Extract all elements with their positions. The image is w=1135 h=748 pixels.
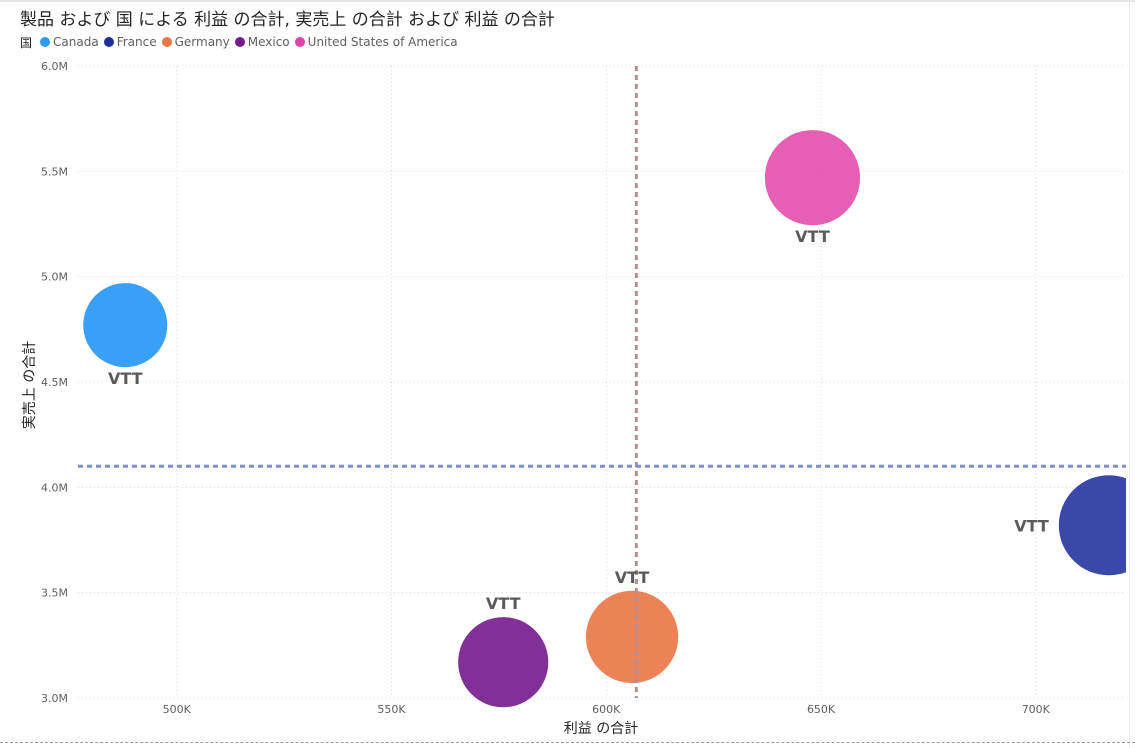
legend-dot xyxy=(161,37,172,47)
legend-dot xyxy=(40,37,51,47)
bubble-germany xyxy=(585,590,679,684)
frame-bottom-border xyxy=(0,742,1135,743)
x-tick-label: 600K xyxy=(592,703,621,716)
legend-item-france[interactable]: France xyxy=(103,35,157,49)
legend-item-usa[interactable]: United States of America xyxy=(294,35,458,49)
bubble-mexico xyxy=(458,617,549,708)
grid-layer xyxy=(78,65,1126,699)
legend: 国 Canada France Germany Mexico United St… xyxy=(20,34,463,50)
legend-label: United States of America xyxy=(307,35,458,49)
bubble-france xyxy=(1058,475,1126,576)
bubble-layer xyxy=(83,130,1126,708)
tick-label-layer: 3.0M 3.5M 4.0M 4.5M 5.0M 5.5M 6.0M 500K 550K 600K… xyxy=(41,60,1051,716)
data-label: VTT xyxy=(1014,516,1049,535)
legend-item-canada[interactable]: Canada xyxy=(40,35,99,49)
frame-right-border xyxy=(1129,0,1130,748)
legend-label: Canada xyxy=(53,35,99,49)
chart-title: 製品 および 国 による 利益 の合計, 実売上 の合計 および 利益 の合計 xyxy=(20,10,555,30)
data-label-layer: VTT VTT VTT VTT VTT xyxy=(108,227,1049,613)
legend-label: Mexico xyxy=(247,35,290,49)
y-tick-label: 6.0M xyxy=(41,60,68,73)
data-label: VTT xyxy=(108,369,143,388)
legend-label: Germany xyxy=(174,35,230,49)
y-tick-label: 4.0M xyxy=(41,481,68,494)
legend-label: France xyxy=(116,35,157,49)
x-tick-label: 700K xyxy=(1022,703,1051,716)
data-label: VTT xyxy=(615,568,650,587)
x-tick-label: 650K xyxy=(807,703,836,716)
reference-line-layer xyxy=(78,66,1126,698)
frame-top-border xyxy=(0,0,1135,2)
x-axis-title: 利益 の合計 xyxy=(563,721,639,737)
legend-title: 国 xyxy=(20,35,33,50)
y-tick-label: 5.0M xyxy=(41,271,68,284)
y-tick-label: 5.5M xyxy=(41,165,68,178)
bubble-united-states-of-america xyxy=(764,130,861,226)
data-label: VTT xyxy=(486,594,521,613)
legend-dot xyxy=(234,37,245,47)
x-tick-label: 550K xyxy=(377,703,406,716)
legend-item-mexico[interactable]: Mexico xyxy=(234,35,290,49)
legend-dot xyxy=(294,37,305,47)
data-label: VTT xyxy=(795,227,830,246)
legend-dot xyxy=(103,37,114,47)
y-tick-label: 3.5M xyxy=(41,587,68,600)
y-tick-label: 4.5M xyxy=(41,376,68,389)
x-tick-label: 500K xyxy=(163,703,192,716)
legend-item-germany[interactable]: Germany xyxy=(161,35,230,49)
bubble-canada xyxy=(83,283,168,368)
y-axis-title: 実売上 の合計 xyxy=(22,340,38,430)
y-tick-label: 3.0M xyxy=(41,692,68,705)
